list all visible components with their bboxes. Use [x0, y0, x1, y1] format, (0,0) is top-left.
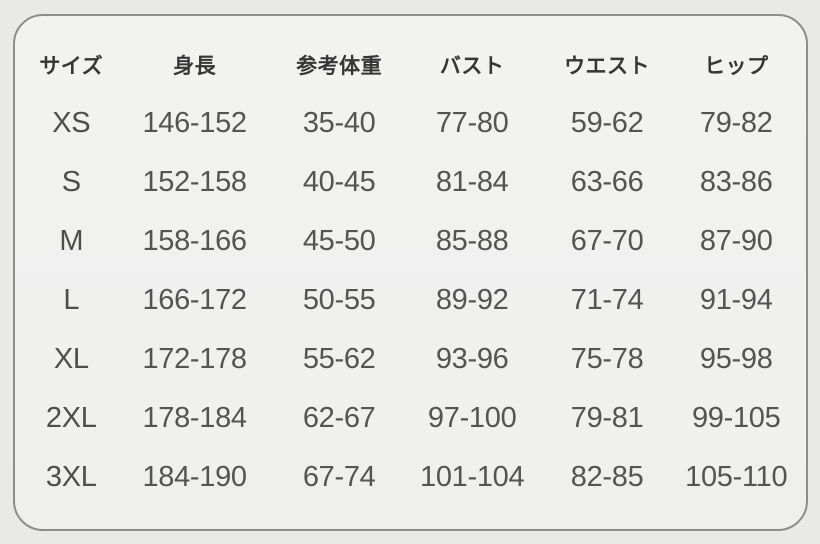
table-cell: 152-158: [142, 166, 247, 198]
column-header: 参考体重: [296, 55, 383, 78]
table-cell: 63-66: [570, 166, 644, 198]
table-cell: 55-62: [302, 343, 376, 375]
table-cell: 166-172: [142, 284, 247, 316]
table-cell: 99-105: [691, 402, 781, 434]
table-cell: 59-62: [570, 107, 644, 139]
table-cell: 87-90: [699, 225, 773, 257]
table-cell: 172-178: [142, 343, 247, 375]
table-cell: 85-88: [435, 225, 509, 257]
column-header: サイズ: [39, 55, 104, 78]
table-cell: 67-70: [570, 225, 644, 257]
size-label-cell: XS: [52, 107, 91, 139]
column-header: ウエスト: [564, 55, 651, 78]
table-cell: 146-152: [142, 107, 247, 139]
table-cell: 67-74: [302, 461, 376, 493]
table-cell: 79-81: [570, 402, 644, 434]
size-table: サイズ 身長 参考体重 バスト ウエスト ヒップ XS 146-152 35-40 77-80 59…: [25, 36, 796, 507]
table-cell: 95-98: [699, 343, 773, 375]
size-label-cell: 2XL: [45, 402, 97, 434]
table-cell: 105-110: [685, 461, 788, 493]
table-cell: 75-78: [570, 343, 644, 375]
table-cell: 81-84: [435, 166, 509, 198]
table-cell: 178-184: [142, 402, 247, 434]
size-label-cell: XL: [53, 343, 89, 375]
table-cell: 71-74: [570, 284, 644, 316]
size-chart-panel: サイズ 身長 参考体重 バスト ウエスト ヒップ XS 146-152 35-40 77-80 59…: [13, 14, 808, 531]
table-cell: 93-96: [435, 343, 509, 375]
size-label-cell: M: [59, 225, 84, 257]
table-cell: 83-86: [699, 166, 773, 198]
table-cell: 77-80: [435, 107, 509, 139]
size-label-cell: L: [63, 284, 80, 316]
table-cell: 82-85: [570, 461, 644, 493]
table-cell: 35-40: [302, 107, 376, 139]
size-label-cell: S: [61, 166, 81, 198]
table-cell: 89-92: [435, 284, 509, 316]
table-cell: 40-45: [302, 166, 376, 198]
table-cell: 101-104: [419, 461, 525, 493]
table-cell: 97-100: [427, 402, 517, 434]
column-header: バスト: [439, 55, 505, 78]
size-label-cell: 3XL: [45, 461, 97, 493]
table-cell: 50-55: [302, 284, 376, 316]
column-header: ヒップ: [703, 55, 769, 78]
table-cell: 79-82: [699, 107, 773, 139]
column-header: 身長: [173, 55, 217, 78]
table-cell: 184-190: [142, 461, 247, 493]
table-cell: 158-166: [142, 225, 247, 257]
table-cell: 45-50: [302, 225, 376, 257]
table-cell: 91-94: [699, 284, 773, 316]
table-cell: 62-67: [302, 402, 376, 434]
